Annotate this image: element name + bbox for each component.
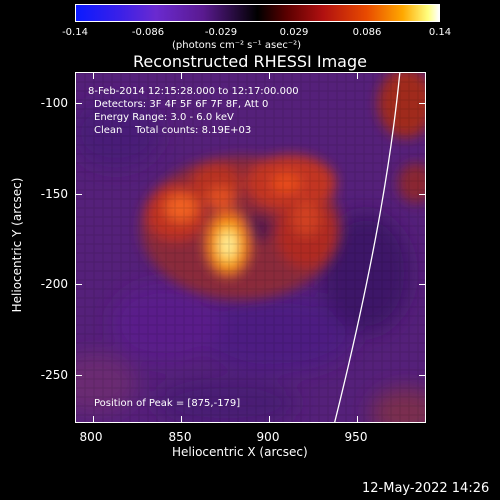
y-tick-mark (76, 103, 82, 104)
peak-position-label: Position of Peak = [875,-179] (94, 398, 241, 409)
y-tick-mark (76, 194, 82, 195)
x-tick-label: 850 (168, 430, 192, 444)
timestamp-footer: 12-May-2022 14:26 (362, 481, 490, 496)
x-tick-label: 950 (344, 430, 368, 444)
y-tick-mark (419, 284, 425, 285)
clean-counts-label: Clean Total counts: 8.19E+03 (94, 125, 252, 136)
y-tick-mark (419, 103, 425, 104)
colorbar-units: (photons cm⁻² s⁻¹ asec⁻²) (172, 40, 302, 51)
x-tick-mark (357, 73, 358, 79)
time-range-label: 8-Feb-2014 12:15:28.000 to 12:17:00.000 (88, 86, 299, 97)
colorbar-tick: 0.14 (428, 27, 452, 38)
colorbar (75, 4, 440, 22)
colorbar-tick: -0.029 (204, 27, 238, 38)
y-tick-label: -250 (40, 368, 68, 382)
x-tick-mark (269, 73, 270, 79)
colorbar-tick: 0.086 (352, 27, 382, 38)
x-tick-label: 900 (256, 430, 280, 444)
x-tick-label: 800 (79, 430, 103, 444)
colorbar-tick: -0.086 (131, 27, 165, 38)
x-tick-mark (93, 416, 94, 422)
colorbar-tick: -0.14 (62, 27, 88, 38)
x-tick-mark (269, 416, 270, 422)
energy-range-label: Energy Range: 3.0 - 6.0 keV (94, 112, 234, 123)
y-tick-mark (419, 375, 425, 376)
x-axis-label: Heliocentric X (arcsec) (172, 445, 308, 459)
y-tick-mark (419, 194, 425, 195)
x-tick-mark (357, 416, 358, 422)
y-tick-label: -200 (40, 277, 68, 291)
colorbar-tick: 0.029 (279, 27, 309, 38)
y-tick-mark (76, 284, 82, 285)
solar-limb-line (334, 73, 401, 422)
y-tick-mark (76, 375, 82, 376)
y-tick-label: -100 (40, 96, 68, 110)
x-tick-mark (181, 73, 182, 79)
y-axis-label: Heliocentric Y (arcsec) (10, 177, 24, 313)
x-tick-mark (93, 73, 94, 79)
image-title: Reconstructed RHESSI Image (133, 52, 367, 71)
solar-image (75, 72, 426, 423)
x-tick-mark (181, 416, 182, 422)
y-tick-label: -150 (40, 187, 68, 201)
detectors-label: Detectors: 3F 4F 5F 6F 7F 8F, Att 0 (94, 99, 269, 110)
